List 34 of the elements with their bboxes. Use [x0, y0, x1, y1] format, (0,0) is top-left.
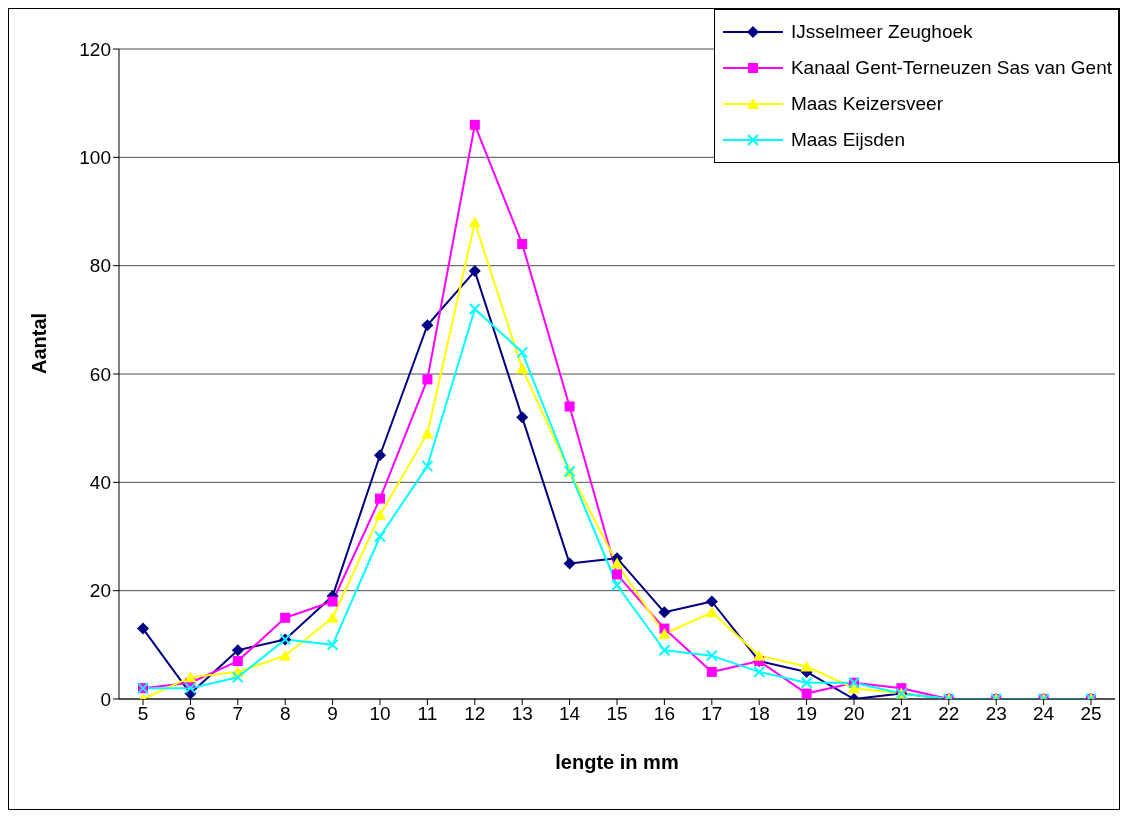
- x-tick-label: 16: [653, 703, 675, 725]
- x-tick-label: 17: [701, 703, 723, 725]
- x-tick-label: 22: [938, 703, 960, 725]
- x-tick-label: 10: [369, 703, 391, 725]
- legend-label: Maas Keizersveer: [790, 93, 943, 115]
- x-tick-label: 20: [843, 703, 865, 725]
- x-tick-label: 24: [1033, 703, 1055, 725]
- x-tick-label: 25: [1080, 703, 1102, 725]
- legend-label: Kanaal Gent-Terneuzen Sas van Gent: [790, 57, 1112, 79]
- x-tick-label: 9: [327, 703, 338, 725]
- x-tick-label: 12: [464, 703, 486, 725]
- x-tick-label: 18: [748, 703, 770, 725]
- y-axis-title: Aantal: [28, 312, 51, 374]
- y-tick-label: 40: [89, 472, 111, 494]
- x-tick-label: 14: [559, 703, 581, 725]
- x-tick-label: 13: [511, 703, 533, 725]
- y-tick-label: 120: [79, 38, 111, 60]
- x-tick-label: 7: [232, 703, 244, 725]
- y-tick-label: 60: [89, 363, 111, 385]
- x-tick-label: 15: [606, 703, 628, 725]
- legend-label: IJsselmeer Zeughoek: [790, 21, 973, 43]
- y-tick-label: 0: [100, 688, 111, 710]
- x-tick-label: 6: [185, 703, 196, 725]
- x-tick-label: 19: [796, 703, 818, 725]
- x-tick-label: 23: [985, 703, 1007, 725]
- y-tick-label: 100: [79, 147, 111, 169]
- y-tick-label: 80: [89, 255, 111, 277]
- legend-label: Maas Eijsden: [790, 129, 905, 151]
- x-tick-label: 8: [279, 703, 291, 725]
- y-tick-label: 20: [89, 580, 111, 602]
- x-axis-title: lengte in mm: [555, 751, 679, 773]
- x-tick-label: 5: [137, 703, 149, 725]
- x-tick-label: 21: [890, 703, 912, 725]
- x-tick-label: 11: [417, 703, 438, 725]
